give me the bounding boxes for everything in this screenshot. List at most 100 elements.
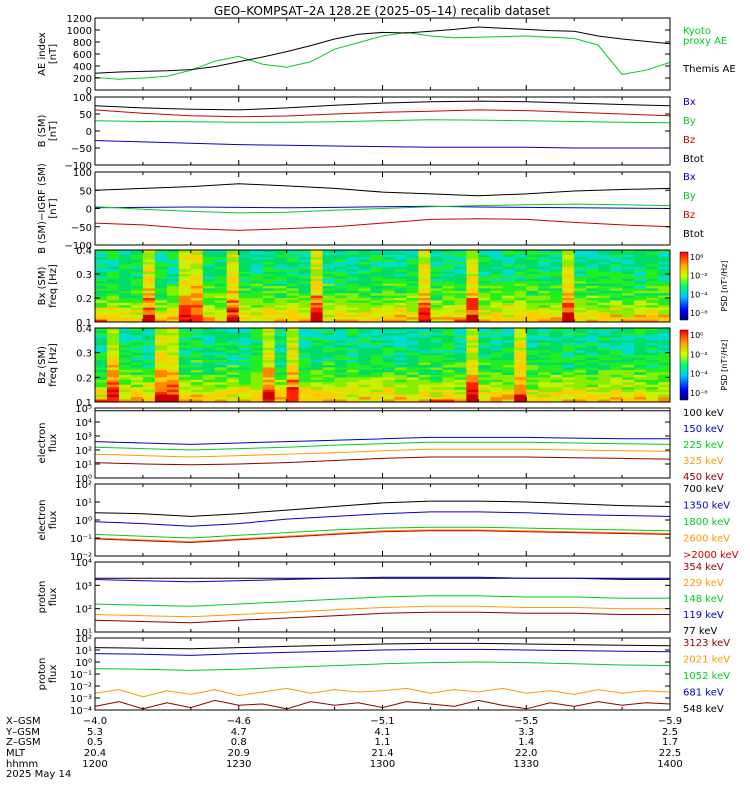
spectrogram-cell <box>502 394 515 398</box>
spectrogram-cell <box>322 310 336 313</box>
spectrogram-cell <box>106 340 120 344</box>
spectrogram-cell <box>466 254 479 258</box>
spectrogram-cell <box>586 271 599 275</box>
spectrogram-cell <box>214 317 228 321</box>
spectrogram-cell <box>442 377 455 381</box>
spectrogram-cell <box>286 397 300 401</box>
series-line <box>94 109 671 118</box>
spectrogram-cell <box>238 389 252 393</box>
spectrogram-cell <box>406 377 419 381</box>
spectrogram-cell <box>298 264 312 268</box>
spectrogram-cell <box>454 374 467 378</box>
spectrogram-cell <box>526 342 539 346</box>
spectrogram-cell <box>214 372 228 376</box>
spectrogram-cell <box>190 365 204 368</box>
spectrogram-cell <box>514 269 527 273</box>
orbit-value: 20.4 <box>84 748 106 759</box>
spectrogram-cell <box>358 317 372 321</box>
spectrogram-cell <box>490 340 503 344</box>
spectrogram-cell <box>118 389 132 393</box>
spectrogram-cell <box>658 399 671 403</box>
spectrogram-cell <box>454 305 467 309</box>
spectrogram-cell <box>274 392 288 396</box>
spectrogram-cell <box>322 254 336 258</box>
spectrogram-cell <box>478 367 491 371</box>
spectrogram-cell <box>130 274 144 277</box>
spectrogram-cell <box>442 314 455 318</box>
spectrogram-cell <box>346 347 360 351</box>
spectrogram-cell <box>298 350 312 354</box>
y-tick-label: 10⁻³ <box>70 694 92 705</box>
spectrogram-cell <box>178 389 192 393</box>
legend-entry: 700 keV <box>683 484 724 495</box>
spectrogram-cell <box>406 314 419 318</box>
spectrogram-cell <box>394 369 407 373</box>
spectrogram-cell <box>478 312 491 316</box>
spectrogram-cell <box>478 328 491 331</box>
spectrogram-cell <box>274 384 288 388</box>
spectrogram-cell <box>274 337 288 341</box>
spectrogram-cell <box>214 312 228 316</box>
spectrogram-cell <box>250 397 264 401</box>
spectrogram-cell <box>430 384 443 388</box>
spectrogram-cell <box>130 347 144 351</box>
spectrogram-cell <box>562 278 575 282</box>
spectrogram-cell <box>586 328 599 331</box>
legend-entry: 77 keV <box>683 626 717 637</box>
spectrogram-cell <box>226 394 240 398</box>
spectrogram-cell <box>154 254 168 258</box>
spectrogram-cell <box>502 337 515 341</box>
spectrogram-cell <box>418 288 431 292</box>
spectrogram-cell <box>118 295 132 299</box>
spectrogram-cell <box>274 305 288 309</box>
spectrogram-cell <box>490 252 503 256</box>
spectrogram-cell <box>250 257 264 261</box>
spectrogram-cell <box>610 278 623 282</box>
orbit-value: 1.4 <box>518 737 534 748</box>
spectrogram-cell <box>286 374 300 378</box>
spectrogram-cell <box>562 250 575 253</box>
spectrogram-cell <box>310 286 324 289</box>
spectrogram-cell <box>190 335 204 339</box>
spectrogram-cell <box>298 295 312 299</box>
y-tick-label: 0 <box>86 127 92 138</box>
y-tick-label: 10⁴ <box>75 558 92 569</box>
spectrogram-cell <box>646 283 659 287</box>
spectrogram-cell <box>130 262 144 265</box>
spectrogram-cell <box>442 384 455 388</box>
spectrogram-cell <box>478 300 491 304</box>
spectrogram-cell <box>190 355 204 359</box>
spectrogram-cell <box>95 387 108 391</box>
spectrogram-cell <box>382 365 395 368</box>
spectrogram-cell <box>574 392 587 396</box>
spectrogram-cell <box>250 362 264 366</box>
spectrogram-cell <box>622 387 635 391</box>
spectrogram-cell <box>310 319 324 323</box>
spectrogram-cell <box>262 250 276 253</box>
spectrogram-cell <box>490 250 503 253</box>
spectrogram-cell <box>586 377 599 381</box>
spectrogram-cell <box>406 281 419 285</box>
spectrogram-cell <box>262 254 276 258</box>
spectrogram-cell <box>238 394 252 398</box>
y-tick-label: 0.1 <box>76 318 92 329</box>
spectrogram-cell <box>262 269 276 273</box>
spectrogram-cell <box>610 372 623 376</box>
spectrogram-cell <box>586 288 599 292</box>
spectrogram-cell <box>466 337 479 341</box>
spectrogram-cell <box>154 295 168 299</box>
spectrogram-cell <box>166 298 180 301</box>
spectrogram-cell <box>514 337 527 341</box>
spectrogram-cell <box>118 257 132 261</box>
spectrogram-cell <box>502 342 515 346</box>
spectrogram-cell <box>334 387 348 391</box>
spectrogram-cell <box>286 357 300 361</box>
spectrogram-cell <box>142 317 156 321</box>
spectrogram-cell <box>370 340 383 344</box>
spectrogram-cell <box>202 266 216 270</box>
spectrogram-cell <box>406 340 419 344</box>
spectrogram-cell <box>250 392 264 396</box>
spectrogram-cell <box>442 345 455 349</box>
spectrogram-cell <box>658 269 671 273</box>
spectrogram-cell <box>538 382 551 386</box>
